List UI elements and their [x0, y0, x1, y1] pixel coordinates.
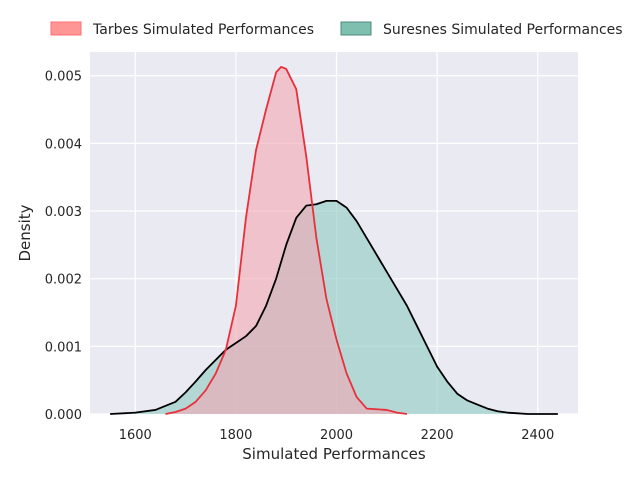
- y-tick-label: 0.002: [45, 273, 82, 288]
- series-layer: [110, 65, 558, 415]
- x-tick-label: 2000: [320, 428, 353, 443]
- y-tick-labels: 0.000 0.001 0.002 0.003 0.004 0.005: [45, 70, 82, 423]
- legend-swatch-suresnes: [340, 21, 372, 36]
- x-tick-labels: 1600 1800 2000 2200 2400: [119, 428, 555, 443]
- x-axis-label: Simulated Performances: [242, 445, 426, 463]
- x-tick-label: 1600: [119, 428, 152, 443]
- density-line-tarbes: [165, 65, 408, 415]
- y-tick-label: 0.005: [45, 70, 82, 85]
- y-axis-label: Density: [16, 204, 34, 261]
- legend-swatch-tarbes: [50, 21, 82, 36]
- x-tick-label: 1800: [219, 428, 252, 443]
- density-area-tarbes: [165, 66, 407, 414]
- y-tick-label: 0.001: [45, 340, 82, 355]
- legend-label-suresnes: Suresnes Simulated Performances: [383, 22, 623, 38]
- y-tick-label: 0.000: [45, 408, 82, 423]
- x-tick-label: 2200: [421, 428, 454, 443]
- y-tick-label: 0.004: [45, 137, 82, 152]
- density-line-suresnes: [110, 199, 558, 415]
- legend-label-tarbes: Tarbes Simulated Performances: [92, 22, 314, 38]
- y-tick-label: 0.003: [45, 205, 82, 220]
- x-tick-label: 2400: [521, 428, 554, 443]
- legend: Tarbes Simulated Performances Suresnes S…: [50, 21, 623, 38]
